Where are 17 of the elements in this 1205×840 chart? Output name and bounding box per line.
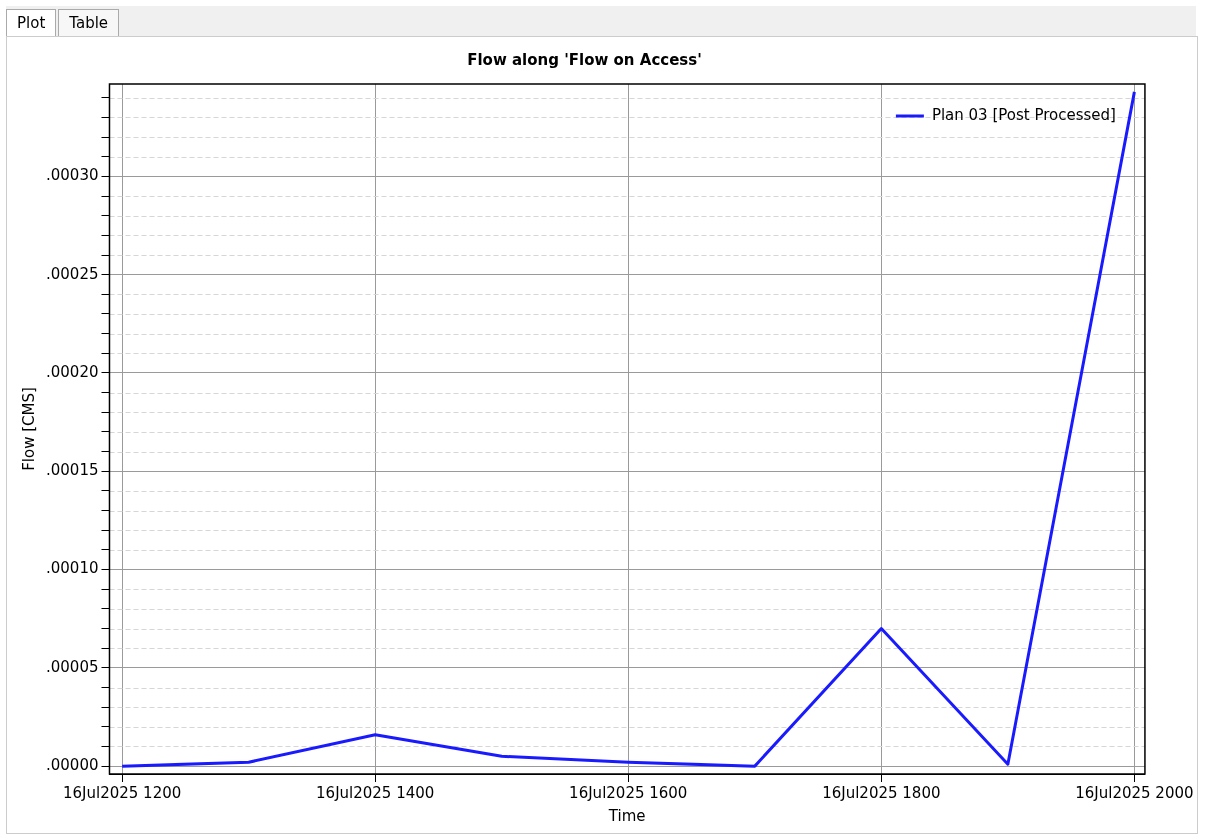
x-tick-label: 16Jul2025 1800 — [822, 783, 941, 802]
x-tick-label: 16Jul2025 1200 — [62, 783, 182, 802]
x-axis-title: Time — [607, 806, 646, 825]
y-tick-label: .00020 — [45, 362, 99, 381]
x-tick-label: 16Jul2025 2000 — [1075, 783, 1194, 802]
y-tick-label: .00015 — [45, 461, 99, 480]
y-tick-label: .00000 — [45, 756, 99, 775]
x-tick-label: 16Jul2025 1600 — [569, 783, 688, 802]
legend-label: Plan 03 [Post Processed] — [931, 105, 1116, 124]
y-tick-label: .00010 — [45, 559, 99, 578]
chart-title: Flow along 'Flow on Access' — [467, 50, 702, 69]
y-tick-label: .00030 — [45, 166, 99, 185]
y-tick-label: .00005 — [45, 657, 99, 676]
tab-bar: Plot Table — [6, 6, 1196, 36]
y-axis-title: Flow [CMS] — [19, 387, 38, 471]
x-tick-label: 16Jul2025 1400 — [316, 783, 435, 802]
y-tick-label: .00025 — [45, 264, 99, 283]
